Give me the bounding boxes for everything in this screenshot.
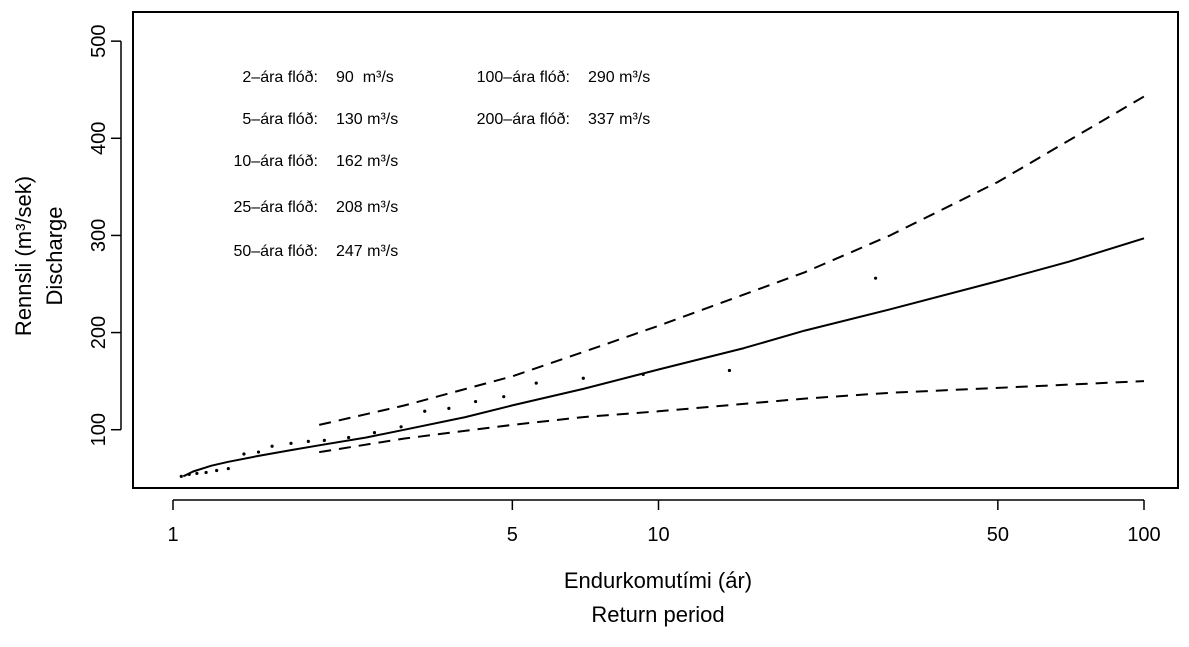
y-axis-title-en: Discharge [42, 206, 67, 305]
data-point [727, 368, 732, 373]
data-point [423, 409, 427, 413]
data-point [187, 472, 191, 476]
data-point [242, 452, 246, 456]
observed-points [179, 276, 878, 478]
x-tick-label: 1 [167, 524, 178, 546]
annotation-value-5yr: 130 m³/s [336, 111, 398, 128]
data-point [502, 395, 506, 399]
annotation-label-200yr: 200–ára flóð: [477, 111, 570, 128]
data-point [873, 276, 878, 280]
lower-confidence-line [319, 380, 1145, 454]
y-tick-label: 400 [88, 122, 110, 155]
x-tick-label: 50 [987, 524, 1009, 546]
x-axis-title-en: Return period [591, 602, 724, 627]
annotation-label-25yr: 25–ára flóð: [233, 199, 318, 216]
data-point [215, 468, 219, 473]
data-point [641, 372, 645, 376]
annotation-label-50yr: 50–ára flóð: [233, 243, 318, 260]
data-point [204, 470, 208, 475]
data-point [322, 438, 326, 442]
y-tick-label: 300 [88, 219, 110, 252]
annotation-label-10yr: 10–ára flóð: [233, 153, 318, 170]
annotation-value-100yr: 290 m³/s [588, 69, 650, 86]
annotation-block: 2–ára flóð: 90 m³/s 5–ára flóð: 130 m³/s… [233, 69, 650, 260]
annotation-label-5yr: 5–ára flóð: [242, 111, 318, 128]
data-point [399, 425, 403, 429]
data-point [289, 441, 293, 445]
data-point [195, 471, 199, 476]
series-layer [182, 95, 1145, 478]
annotation-value-10yr: 162 m³/s [336, 153, 398, 170]
x-axis-title-is: Endurkomutími (ár) [564, 568, 752, 593]
y-tick-label: 100 [88, 413, 110, 446]
x-tick-label: 100 [1127, 524, 1160, 546]
y-tick-label: 200 [88, 316, 110, 349]
upper-confidence-line [318, 95, 1145, 426]
fitted-curve-line [182, 237, 1145, 478]
data-point [179, 474, 183, 478]
data-point [226, 466, 230, 471]
data-point [447, 406, 451, 410]
data-point [372, 431, 377, 435]
data-point [270, 444, 274, 448]
annotation-value-50yr: 247 m³/s [336, 243, 398, 260]
x-tick-label: 10 [647, 524, 669, 546]
data-point [256, 450, 261, 454]
data-point [473, 399, 478, 404]
data-point [306, 439, 310, 443]
data-point [347, 435, 351, 440]
y-axis: 100 200 300 400 500 [88, 24, 122, 446]
annotation-label-100yr: 100–ára flóð: [477, 69, 570, 86]
annotation-label-2yr: 2–ára flóð: [242, 69, 318, 86]
x-axis: 1 5 10 50 100 [167, 499, 1161, 546]
annotation-value-25yr: 208 m³/s [336, 199, 398, 216]
annotation-value-200yr: 337 m³/s [588, 111, 650, 128]
plot-frame [132, 11, 1179, 489]
y-tick-label: 500 [88, 24, 110, 57]
y-axis-title-is: Rennsli (m³/sek) [11, 176, 36, 336]
data-point [581, 376, 585, 380]
data-point [534, 381, 538, 385]
x-tick-label: 5 [507, 524, 518, 546]
annotation-value-2yr: 90 m³/s [336, 69, 394, 86]
